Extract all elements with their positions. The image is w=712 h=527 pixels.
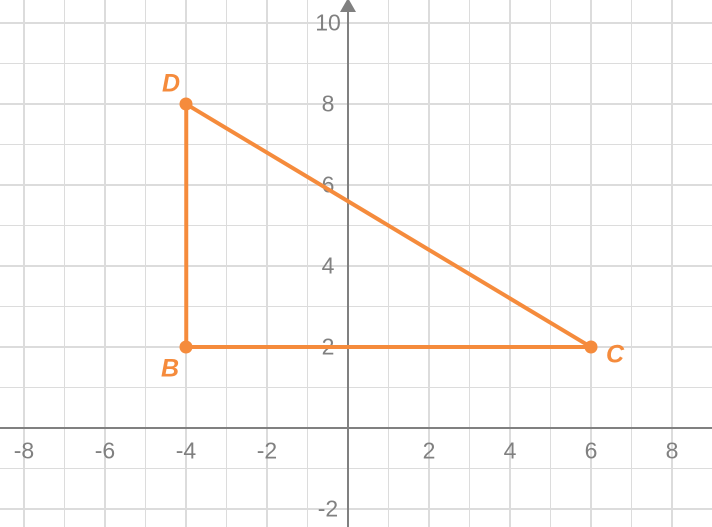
- grid-line: [226, 0, 228, 527]
- x-tick-label: -8: [14, 438, 34, 465]
- coordinate-plane-chart: -8-6-4-22468-2246810BCD: [0, 0, 712, 527]
- vertex-label: B: [161, 355, 179, 384]
- x-tick-label: 2: [423, 438, 436, 465]
- grid-line: [307, 0, 309, 527]
- triangle-edge: [186, 345, 591, 349]
- grid-line: [0, 508, 712, 510]
- vertex-point: [180, 341, 193, 354]
- grid-line: [469, 0, 471, 527]
- y-tick-label: 10: [315, 10, 341, 37]
- vertex-label: C: [606, 341, 624, 370]
- vertex-point: [180, 98, 193, 111]
- x-tick-label: 6: [585, 438, 598, 465]
- y-tick-label: 8: [322, 91, 335, 118]
- grid-line: [0, 144, 712, 146]
- vertex-label: D: [162, 70, 180, 99]
- grid-line: [0, 265, 712, 267]
- grid-line: [0, 306, 712, 308]
- x-tick-label: -2: [257, 438, 277, 465]
- grid-line: [0, 468, 712, 470]
- y-tick-label: -2: [318, 496, 338, 523]
- vertex-point: [585, 341, 598, 354]
- arrowhead-icon: [340, 0, 356, 12]
- grid-line: [0, 387, 712, 389]
- x-tick-label: -4: [176, 438, 196, 465]
- x-tick-label: -6: [95, 438, 115, 465]
- grid-line: [64, 0, 66, 527]
- y-tick-label: 4: [322, 253, 335, 280]
- grid-line: [0, 22, 712, 24]
- grid-line: [631, 0, 633, 527]
- x-tick-label: 8: [666, 438, 679, 465]
- y-axis: [347, 0, 350, 527]
- grid-line: [0, 103, 712, 105]
- grid-line: [145, 0, 147, 527]
- grid-line: [0, 63, 712, 65]
- triangle-edge: [184, 104, 188, 347]
- grid-line: [0, 184, 712, 186]
- x-axis: [0, 427, 712, 430]
- grid-line: [0, 225, 712, 227]
- grid-line: [388, 0, 390, 527]
- grid-line: [550, 0, 552, 527]
- x-tick-label: 4: [504, 438, 517, 465]
